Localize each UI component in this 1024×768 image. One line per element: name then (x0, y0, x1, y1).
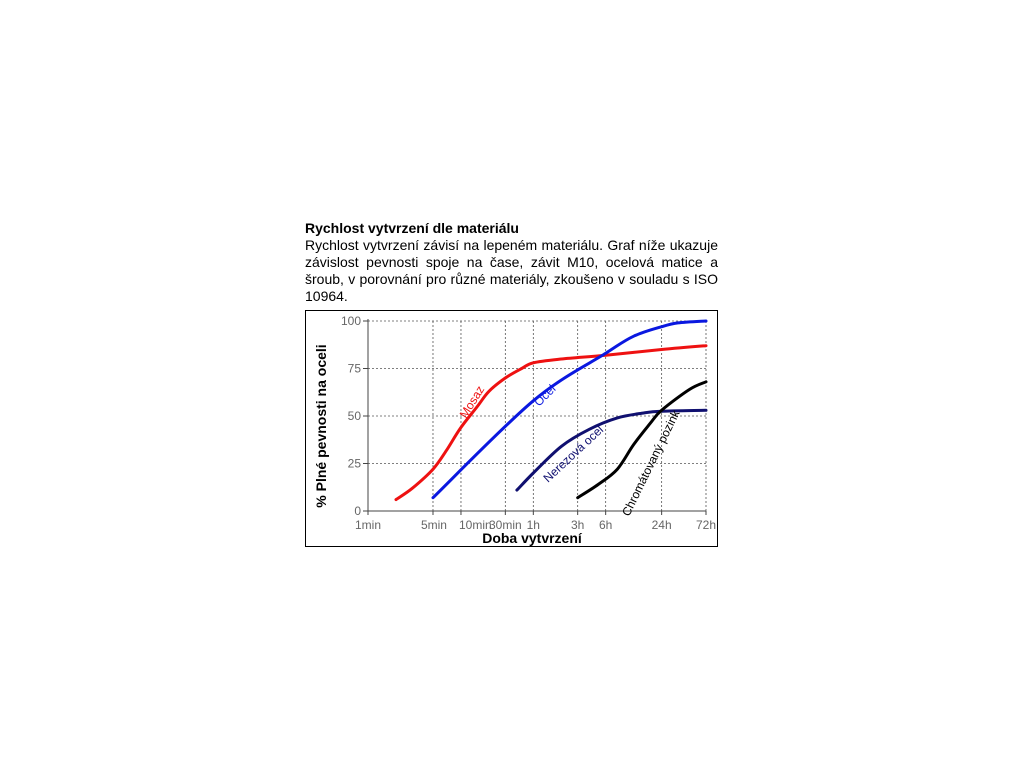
x-tick-label: 3h (571, 518, 584, 532)
section-paragraph: Rychlost vytvrzení závisí na lepeném mat… (305, 237, 718, 304)
x-tick-label: 6h (599, 518, 612, 532)
series-line-chromatovany-pozink (576, 380, 708, 500)
x-axis-title: Doba vytvrzení (482, 530, 583, 546)
x-tick-label: 1min (355, 518, 381, 532)
x-tick-label: 10min (459, 518, 492, 532)
x-tick-label: 5min (421, 518, 447, 532)
y-tick-label: 25 (348, 457, 362, 471)
y-tick-label: 0 (354, 504, 361, 518)
document-text: Rychlost vytvrzení dle materiálu Rychlos… (305, 219, 718, 305)
y-axis-title: % Plné pevnosti na oceli (313, 344, 329, 507)
x-tick-label: 24h (652, 518, 672, 532)
x-tick-label: 30min (489, 518, 522, 532)
series-lines (394, 319, 708, 502)
x-tick-label: 1h (527, 518, 540, 532)
section-title: Rychlost vytvrzení dle materiálu (305, 220, 519, 236)
series-line-ocel (431, 319, 708, 500)
y-tick-label: 50 (348, 409, 362, 423)
cure-speed-chart: 0 25 50 75 100 1min 5min 10min 30min 1h 3h 6h 24h 72h… (305, 310, 718, 547)
y-tick-label: 75 (348, 362, 362, 376)
grid (368, 320, 707, 511)
y-tick-label: 100 (341, 314, 361, 328)
x-tick-label: 72h (696, 518, 716, 532)
series-label-nerezova-ocel: Nerezová ocel (540, 423, 606, 486)
